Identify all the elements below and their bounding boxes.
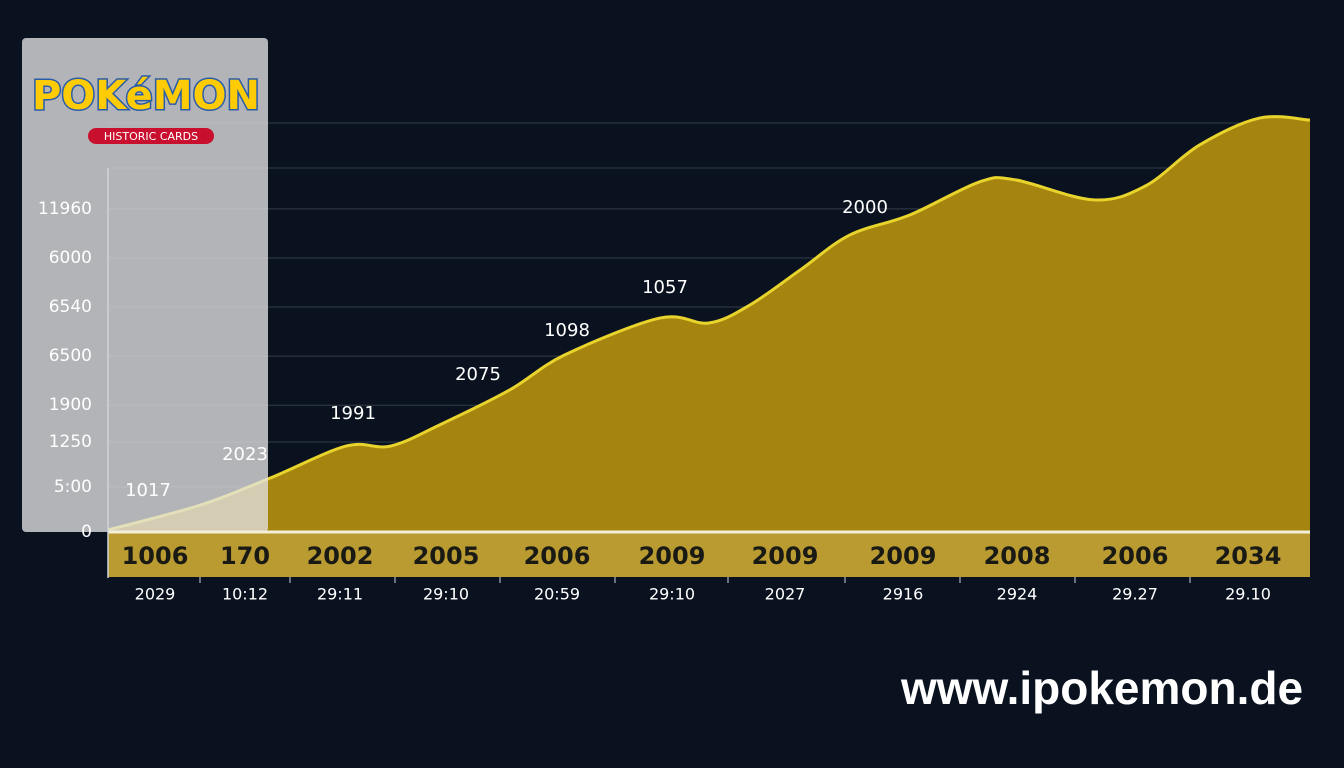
band-label: 2006 bbox=[1102, 542, 1169, 570]
x-tick-label: 29:10 bbox=[649, 585, 695, 604]
x-tick-label: 29:11 bbox=[317, 585, 363, 604]
band-label: 2002 bbox=[307, 542, 374, 570]
annotation: 1057 bbox=[642, 277, 688, 298]
y-tick-label: 1900 bbox=[49, 395, 92, 415]
band-label: 2009 bbox=[752, 542, 819, 570]
band-label: 170 bbox=[220, 542, 270, 570]
band-label: 2009 bbox=[870, 542, 937, 570]
x-tick-label: 2916 bbox=[883, 585, 924, 604]
y-tick-label: 1250 bbox=[49, 432, 92, 452]
annotation: 1017 bbox=[125, 480, 171, 501]
x-tick-label: 2029 bbox=[135, 585, 176, 604]
band-label: 1006 bbox=[122, 542, 189, 570]
y-tick-label: 6540 bbox=[49, 297, 92, 317]
annotation: 1991 bbox=[330, 403, 376, 424]
annotation: 2075 bbox=[455, 364, 501, 385]
x-tick-label: 29:10 bbox=[423, 585, 469, 604]
band-label: 2009 bbox=[639, 542, 706, 570]
x-tick-label: 2027 bbox=[765, 585, 806, 604]
annotation: 2023 bbox=[222, 444, 268, 465]
band-label: 2008 bbox=[984, 542, 1051, 570]
band-label: 2006 bbox=[524, 542, 591, 570]
logo-subtitle: HISTORIC CARDS bbox=[104, 130, 198, 143]
y-tick-label: 0 bbox=[81, 522, 92, 542]
x-tick-label: 29.27 bbox=[1112, 585, 1158, 604]
x-tick-label: 29.10 bbox=[1225, 585, 1271, 604]
band-label: 2034 bbox=[1215, 542, 1282, 570]
y-tick-label: 6500 bbox=[49, 346, 92, 366]
area-line bbox=[107, 115, 1311, 532]
logo-title: POKéMON bbox=[32, 73, 260, 119]
logo-panel bbox=[22, 38, 268, 532]
annotation: 1098 bbox=[544, 320, 590, 341]
x-tick-label: 2924 bbox=[997, 585, 1038, 604]
x-tick-label: 20:59 bbox=[534, 585, 580, 604]
y-tick-label: 6000 bbox=[49, 248, 92, 268]
annotation: 2000 bbox=[842, 197, 888, 218]
category-band bbox=[108, 532, 1310, 577]
y-tick-label: 11960 bbox=[38, 199, 92, 219]
logo-ribbon bbox=[88, 128, 214, 144]
watermark: www.ipokemon.de bbox=[900, 662, 1303, 714]
x-tick-label: 10:12 bbox=[222, 585, 268, 604]
y-tick-label: 5:00 bbox=[54, 477, 92, 497]
band-label: 2005 bbox=[413, 542, 480, 570]
